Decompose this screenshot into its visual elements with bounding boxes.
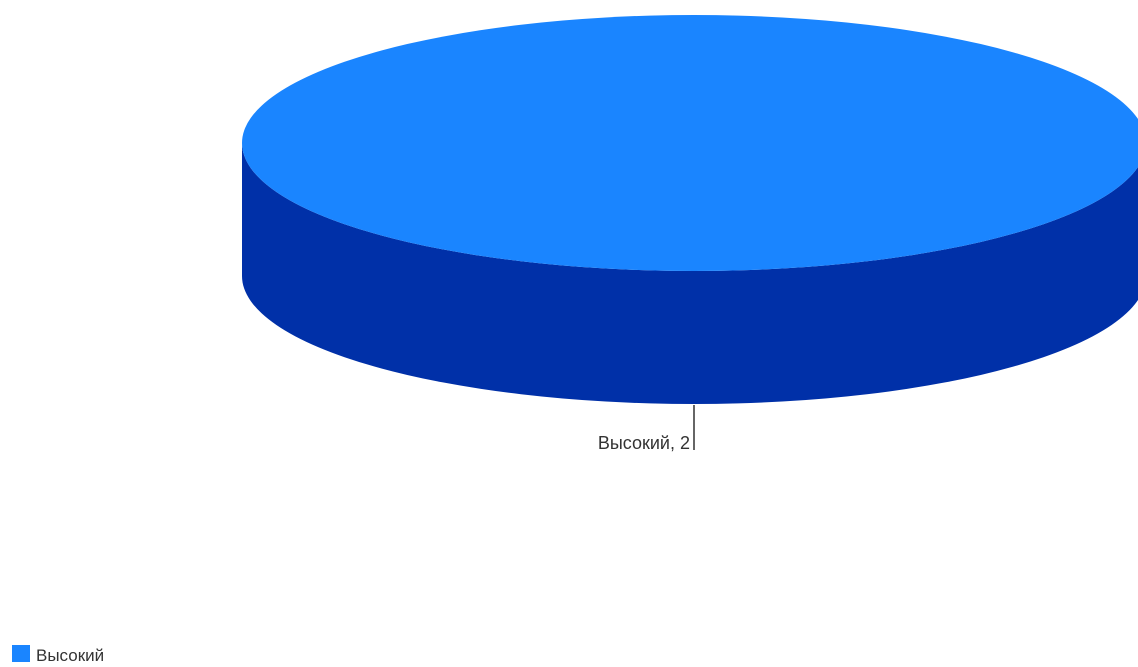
data-label-vysokiy: Высокий, 2 — [598, 433, 690, 453]
legend-label-vysokiy: Высокий — [36, 646, 104, 665]
pie-slice-vysokiy-side[interactable] — [242, 143, 1138, 404]
legend-swatch-vysokiy — [12, 645, 30, 662]
pie-plot-area — [242, 15, 1138, 404]
pie-slice-vysokiy[interactable] — [242, 15, 1138, 271]
legend[interactable]: Высокий — [12, 645, 104, 665]
